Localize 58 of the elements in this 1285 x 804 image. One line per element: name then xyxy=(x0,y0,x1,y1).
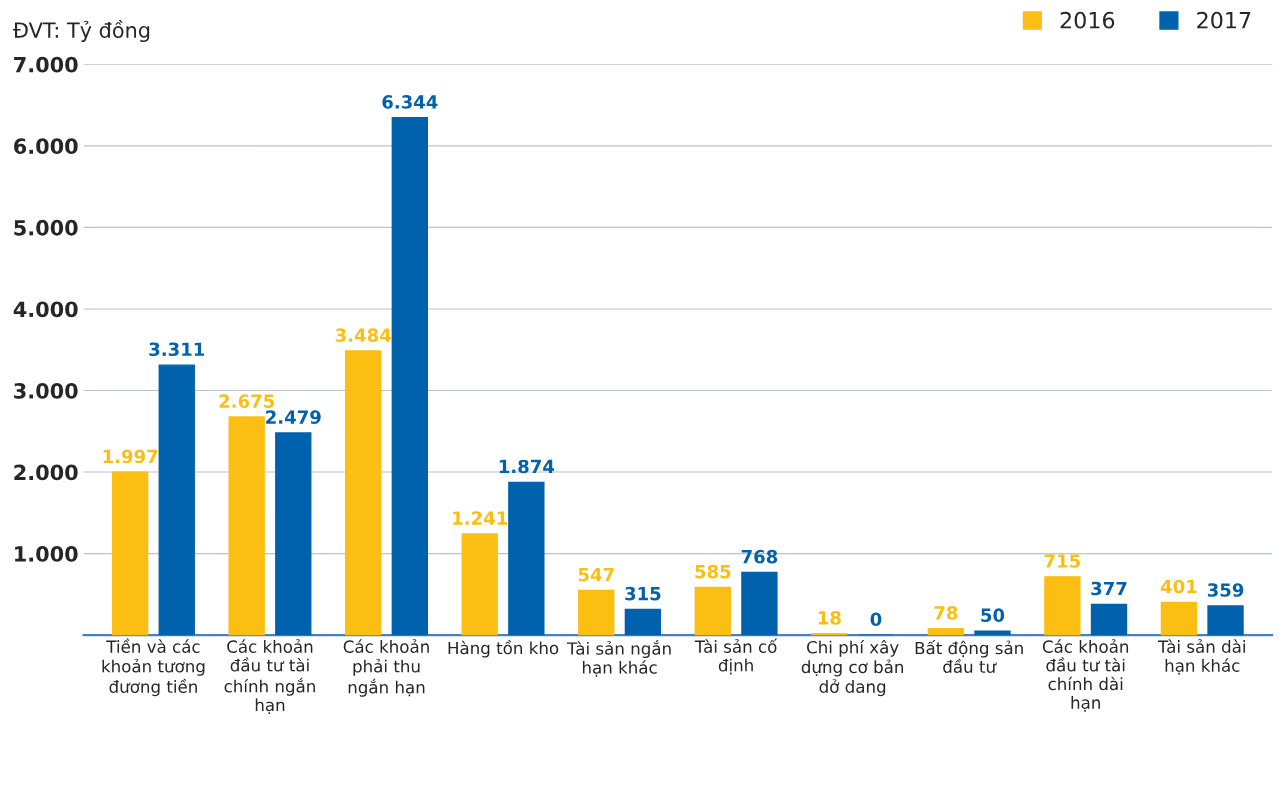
bar xyxy=(741,571,778,636)
x-tick-label: Tài sản ngắn hạn khác xyxy=(566,640,671,677)
data-label: 6.344 xyxy=(382,95,438,109)
data-label: 585 xyxy=(695,564,731,579)
data-label: 547 xyxy=(578,568,614,582)
data-label: 401 xyxy=(1160,579,1197,594)
text: ĐVT: Tỷ đồng xyxy=(12,20,150,43)
x-tick-label: Các khoản đầu tư tài chính dài hạn xyxy=(1042,639,1129,712)
x-tick-label: Chi phí xây dựng cơ bản dở dang xyxy=(801,640,904,697)
legend-label: 2016 xyxy=(1060,11,1115,29)
data-label: 315 xyxy=(625,586,661,601)
x-tick-label: Tài sản cố định xyxy=(694,638,778,675)
bar xyxy=(275,432,312,636)
y-tick-label: 7.000 xyxy=(14,56,78,73)
bar xyxy=(345,350,382,636)
y-tick-label: 1.000 xyxy=(15,546,78,562)
x-tick-label: Các khoản phải thu ngắn hạn xyxy=(343,639,429,697)
y-tick-label: 2.000 xyxy=(14,464,78,481)
data-label: 1.241 xyxy=(453,511,508,525)
bar xyxy=(461,533,498,636)
data-label: 3.311 xyxy=(149,342,205,357)
bar xyxy=(927,628,965,636)
y-tick-label: 6.000 xyxy=(14,138,78,155)
data-label: 50 xyxy=(981,608,1005,623)
bar xyxy=(391,117,428,636)
x-tick-label: Tài sản dài hạn khác xyxy=(1157,639,1245,675)
bar xyxy=(974,630,1011,636)
data-label: 2.675 xyxy=(219,394,274,408)
x-tick-label: Các khoản đầu tư tài chính ngắn hạn xyxy=(224,639,315,715)
data-label: 3.484 xyxy=(335,328,391,342)
data-label: 1.874 xyxy=(499,459,555,474)
data-label: 0 xyxy=(870,612,882,627)
bar xyxy=(694,586,731,636)
bar xyxy=(1090,603,1128,636)
x-tick-label: Tiền và các khoản tương đương tiền xyxy=(102,638,205,697)
y-tick-label: 3.000 xyxy=(14,382,78,399)
y-tick-label: 4.000 xyxy=(13,301,78,318)
data-label: 768 xyxy=(741,549,778,564)
x-tick-label: Hàng tồn kho xyxy=(448,640,559,658)
data-label: 2.479 xyxy=(266,410,321,424)
bar xyxy=(624,608,662,636)
bar xyxy=(508,481,545,636)
x-tick-label: Bất động sản đầu tư xyxy=(915,640,1023,674)
bar xyxy=(1160,601,1198,636)
bar xyxy=(578,589,615,636)
bar xyxy=(1044,576,1081,636)
bar xyxy=(1207,605,1244,636)
data-label: 1.997 xyxy=(103,449,158,464)
data-label: 715 xyxy=(1044,554,1080,568)
legend-label: 2017 xyxy=(1197,11,1251,29)
bar xyxy=(158,364,195,636)
data-label: 359 xyxy=(1207,583,1244,597)
bar xyxy=(228,416,265,636)
data-label: 377 xyxy=(1091,581,1127,596)
data-label: 78 xyxy=(934,606,958,620)
bar xyxy=(111,471,149,636)
y-tick-label: 5.000 xyxy=(14,219,78,236)
data-label: 18 xyxy=(818,610,841,625)
